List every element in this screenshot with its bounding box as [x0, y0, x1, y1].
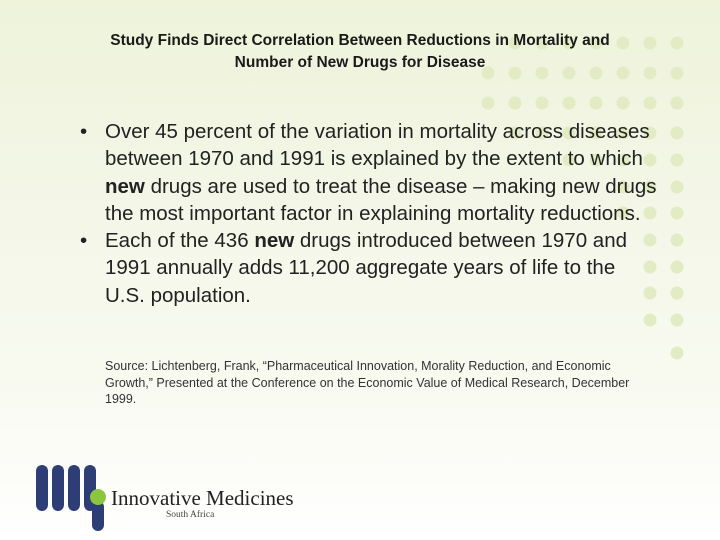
decorative-dot: [670, 206, 684, 220]
decorative-dot: [670, 260, 684, 274]
source-citation: Source: Lichtenberg, Frank, “Pharmaceuti…: [105, 359, 630, 406]
bullet-list: • Over 45 percent of the variation in mor…: [80, 118, 660, 309]
bullet-1-bold: new: [105, 174, 145, 198]
decorative-dot: [616, 180, 630, 194]
decorative-dot: [670, 346, 684, 360]
bullet-item-1: • Over 45 percent of the variation in mor…: [80, 118, 660, 227]
bullet-dot-icon: •: [80, 120, 88, 143]
bullet-2-bold: new: [254, 229, 295, 253]
decorative-dot: [670, 36, 684, 50]
decorative-dot: [616, 66, 630, 80]
decorative-dot: [643, 36, 657, 50]
slide-title: Study Finds Direct Correlation Between R…: [40, 30, 680, 74]
logo-name: Innovative Medicines: [111, 486, 294, 510]
decorative-dot: [481, 96, 495, 110]
slide-title-line-2: Number of New Drugs for Disease: [234, 54, 486, 71]
decorative-dot: [616, 126, 630, 140]
decorative-dot: [562, 126, 576, 140]
decorative-dot: [562, 66, 576, 80]
decorative-dot: [535, 36, 549, 50]
decorative-dot: [616, 96, 630, 110]
decorative-dot: [670, 96, 684, 110]
decorative-dot: [670, 313, 684, 327]
decorative-dot: [535, 96, 549, 110]
decorative-dot: [670, 233, 684, 247]
decorative-dot: [535, 126, 549, 140]
decorative-dot: [589, 36, 603, 50]
decorative-dot: [589, 66, 603, 80]
decorative-dot: [589, 153, 603, 167]
bullet-item-2: • Each of the 436 new drugs introduced be…: [80, 227, 660, 309]
decorative-dot: [643, 126, 657, 140]
decorative-dot: [508, 96, 522, 110]
decorative-dot: [643, 153, 657, 167]
decorative-dot: [643, 96, 657, 110]
bullet-1-text-b: drugs are used to treat the disease – ma…: [105, 174, 657, 225]
decorative-dot: [643, 66, 657, 80]
decorative-dot: [616, 36, 630, 50]
decorative-dot: [508, 126, 522, 140]
bullet-1-text-a: Over 45 percent of the variation in mort…: [105, 120, 650, 171]
decorative-dot: [643, 286, 657, 300]
decorative-dot: [670, 286, 684, 300]
decorative-dot: [562, 96, 576, 110]
bullet-2-text-b: drugs introduced between 1970 and 1991 a…: [105, 229, 627, 307]
decorative-dot: [670, 126, 684, 140]
decorative-dot: [589, 96, 603, 110]
decorative-dot: [616, 153, 630, 167]
decorative-dot: [643, 260, 657, 274]
decorative-dot: [481, 66, 495, 80]
decorative-dot: [616, 206, 630, 220]
logo-subtitle: South Africa: [166, 510, 215, 520]
decorative-dot: [508, 66, 522, 80]
decorative-dot: [670, 180, 684, 194]
decorative-dot: [643, 180, 657, 194]
slide-title-line-1: Study Finds Direct Correlation Between R…: [110, 32, 610, 49]
decorative-dot: [589, 126, 603, 140]
decorative-dot: [562, 36, 576, 50]
decorative-dot: [562, 153, 576, 167]
bullet-dot-icon: •: [80, 229, 88, 253]
bullet-2-text-a: Each of the 436: [105, 229, 255, 253]
decorative-dot: [508, 36, 522, 50]
decorative-dot: [670, 66, 684, 80]
decorative-dot: [670, 153, 684, 167]
decorative-dot: [535, 66, 549, 80]
decorative-dot: [643, 313, 657, 327]
innovative-medicines-logo-icon: [36, 465, 106, 531]
decorative-dot: [643, 233, 657, 247]
decorative-dot: [643, 206, 657, 220]
